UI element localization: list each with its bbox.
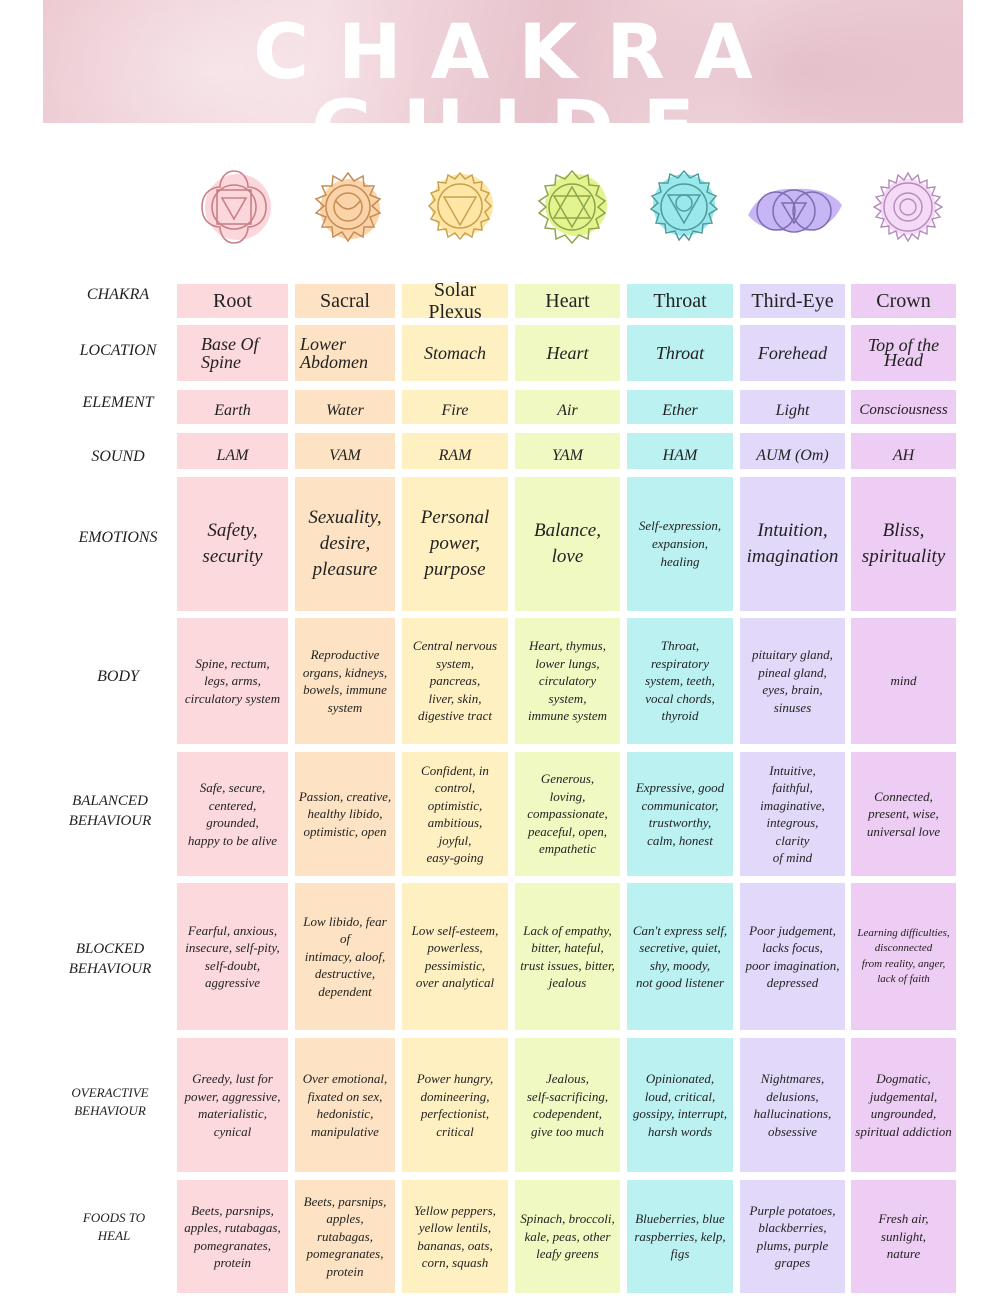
cell-solar-plexus-body: Central nervous system, pancreas, liver,…	[402, 618, 508, 744]
cell-throat-element: Ether	[627, 390, 733, 424]
heart-chakra-icon	[537, 169, 607, 245]
throat-chakra-icon	[649, 169, 719, 242]
cell-third-eye-balanced: Intuitive, faithful, imaginative, integr…	[740, 752, 845, 876]
cell-sacral-element: Water	[295, 390, 395, 424]
cell-heart-emotions: Balance, love	[515, 477, 620, 611]
cell-crown-body: mind	[851, 618, 956, 744]
cell-solar-plexus-foods: Yellow peppers, yellow lentils, bananas,…	[402, 1180, 508, 1293]
cell-heart-body: Heart, thymus, lower lungs, circulatory …	[515, 618, 620, 744]
cell-third-eye-name: Third-Eye	[740, 284, 845, 318]
cell-sacral-blocked: Low libido, fear of intimacy, aloof, des…	[295, 883, 395, 1030]
cell-third-eye-foods: Purple potatoes, blackberries, plums, pu…	[740, 1180, 845, 1293]
cell-root-sound: LAM	[177, 433, 288, 469]
cell-throat-balanced: Expressive, good communicator, trustwort…	[627, 752, 733, 876]
cell-heart-foods: Spinach, broccoli, kale, peas, other lea…	[515, 1180, 620, 1293]
row-label-element: ELEMENT	[82, 394, 154, 411]
cell-throat-emotions: Self-expression, expansion, healing	[627, 477, 733, 611]
row-label-emotions: EMOTIONS	[78, 529, 158, 546]
cell-root-name: Root	[177, 284, 288, 318]
solar-plexus-chakra-icon	[427, 171, 493, 241]
cell-solar-plexus-element: Fire	[402, 390, 508, 424]
cell-sacral-location: Lower Abdomen	[295, 325, 395, 381]
cell-third-eye-sound: AUM (Om)	[740, 433, 845, 469]
cell-crown-sound: AH	[851, 433, 956, 469]
cell-sacral-emotions: Sexuality, desire, pleasure	[295, 477, 395, 611]
cell-throat-sound: HAM	[627, 433, 733, 469]
cell-root-emotions: Safety, security	[177, 477, 288, 611]
cell-heart-location: Heart	[515, 325, 620, 381]
root-chakra-icon	[201, 170, 271, 244]
cell-root-blocked: Fearful, anxious, insecure, self-pity, s…	[177, 883, 288, 1030]
cell-third-eye-emotions: Intuition, imagination	[740, 477, 845, 611]
cell-third-eye-element: Light	[740, 390, 845, 424]
cell-throat-name: Throat	[627, 284, 733, 318]
cell-throat-location: Throat	[627, 325, 733, 381]
cell-solar-plexus-location: Stomach	[402, 325, 508, 381]
row-label-sound: SOUND	[91, 448, 145, 465]
cell-crown-balanced: Connected, present, wise, universal love	[851, 752, 956, 876]
cell-solar-plexus-name: Solar Plexus	[402, 279, 508, 323]
cell-crown-location: Top of the Head	[851, 325, 956, 381]
cell-third-eye-overactive: Nightmares, delusions, hallucinations, o…	[740, 1038, 845, 1172]
cell-solar-plexus-blocked: Low self-esteem, powerless, pessimistic,…	[402, 883, 508, 1030]
cell-sacral-foods: Beets, parsnips, apples, rutabagas, pome…	[295, 1180, 395, 1293]
cell-heart-balanced: Generous, loving, compassionate, peacefu…	[515, 752, 620, 876]
cell-heart-sound: YAM	[515, 433, 620, 469]
cell-crown-foods: Fresh air, sunlight, nature	[851, 1180, 956, 1293]
row-label-chakra: CHAKRA	[86, 286, 150, 303]
title-banner: CHAKRA GUIDE	[43, 0, 963, 123]
cell-solar-plexus-sound: RAM	[402, 433, 508, 469]
cell-root-location: Base Of Spine	[177, 325, 288, 381]
cell-root-body: Spine, rectum, legs, arms, circulatory s…	[177, 618, 288, 744]
sacral-chakra-icon	[314, 171, 382, 243]
cell-throat-blocked: Can't express self, secretive, quiet, sh…	[627, 883, 733, 1030]
row-label-overactive-behaviour: OVERACTIVE BEHAVIOUR	[71, 1085, 149, 1118]
cell-solar-plexus-balanced: Confident, in control, optimistic, ambit…	[402, 752, 508, 876]
cell-throat-foods: Blueberries, blue raspberries, kelp, fig…	[627, 1180, 733, 1293]
cell-throat-body: Throat, respiratory system, teeth, vocal…	[627, 618, 733, 744]
row-label-balanced-behaviour: BALANCED BEHAVIOUR	[68, 793, 152, 829]
page-title: CHAKRA GUIDE	[253, 7, 782, 124]
cell-crown-name: Crown	[851, 284, 956, 318]
cell-sacral-balanced: Passion, creative, healthy libido, optim…	[295, 752, 395, 876]
row-label-body: BODY	[97, 668, 139, 685]
cell-heart-overactive: Jealous, self-sacrificing, codependent, …	[515, 1038, 620, 1172]
cell-third-eye-body: pituitary gland, pineal gland, eyes, bra…	[740, 618, 845, 744]
cell-third-eye-blocked: Poor judgement, lacks focus, poor imagin…	[740, 883, 845, 1030]
row-label-blocked-behaviour: BLOCKED BEHAVIOUR	[68, 941, 152, 977]
cell-solar-plexus-emotions: Personal power, purpose	[402, 477, 508, 611]
cell-crown-element: Consciousness	[851, 390, 956, 424]
cell-heart-element: Air	[515, 390, 620, 424]
cell-root-element: Earth	[177, 390, 288, 424]
cell-crown-emotions: Bliss, spirituality	[851, 477, 956, 611]
third-eye-chakra-icon	[748, 188, 842, 233]
cell-sacral-overactive: Over emotional, fixated on sex, hedonist…	[295, 1038, 395, 1172]
row-label-foods-to-heal: FOODS TO HEAL	[82, 1210, 146, 1243]
cell-sacral-body: Reproductive organs, kidneys, bowels, im…	[295, 618, 395, 744]
row-label-location: LOCATION	[79, 342, 157, 359]
cell-root-balanced: Safe, secure, centered, grounded, happy …	[177, 752, 288, 876]
cell-crown-blocked: Learning difficulties, disconnected from…	[851, 883, 956, 1030]
cell-throat-overactive: Opinionated, loud, critical, gossipy, in…	[627, 1038, 733, 1172]
cell-solar-plexus-overactive: Power hungry, domineering, perfectionist…	[402, 1038, 508, 1172]
crown-chakra-icon	[872, 171, 944, 243]
cell-crown-overactive: Dogmatic, judgemental, ungrounded, spiri…	[851, 1038, 956, 1172]
cell-third-eye-location: Forehead	[740, 325, 845, 381]
cell-root-overactive: Greedy, lust for power, aggressive, mate…	[177, 1038, 288, 1172]
cell-sacral-sound: VAM	[295, 433, 395, 469]
cell-heart-name: Heart	[515, 284, 620, 318]
cell-sacral-name: Sacral	[295, 284, 395, 318]
cell-heart-blocked: Lack of empathy, bitter, hateful, trust …	[515, 883, 620, 1030]
cell-root-foods: Beets, parsnips, apples, rutabagas, pome…	[177, 1180, 288, 1293]
